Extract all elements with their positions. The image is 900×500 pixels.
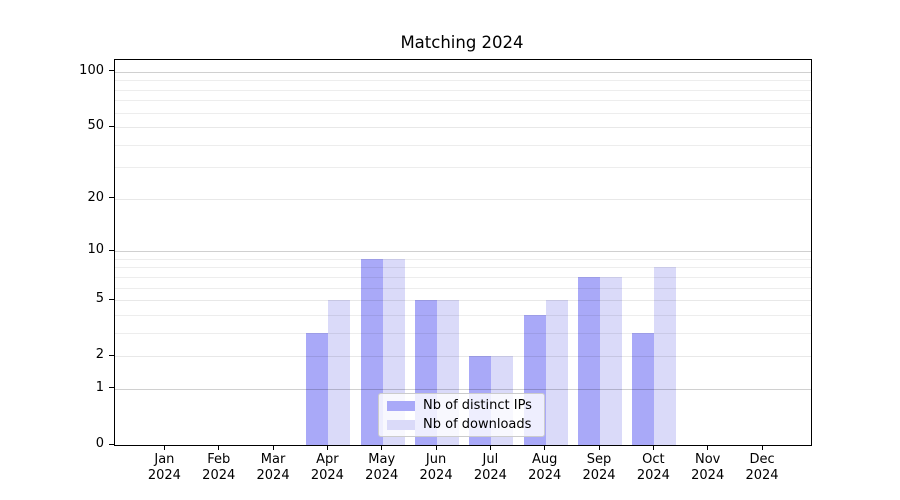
gridline: [115, 300, 811, 302]
gridline: [115, 100, 811, 102]
y-tick-mark: [109, 197, 114, 199]
gridline: [115, 251, 811, 253]
legend-label-downloads: Nb of downloads: [423, 417, 532, 432]
y-tick-mark: [109, 443, 114, 445]
bar-downloads: [545, 300, 568, 445]
legend: Nb of distinct IPs Nb of downloads: [378, 393, 545, 437]
x-tick-mark: [761, 445, 763, 450]
y-tick-mark: [109, 354, 114, 356]
gridline: [115, 287, 811, 289]
gridline: [115, 267, 811, 269]
x-tick-label: Aug 2024: [528, 452, 562, 483]
y-tick-mark: [109, 387, 114, 389]
y-tick-mark: [109, 298, 114, 300]
gridline: [115, 71, 811, 73]
x-tick-label: Nov 2024: [691, 452, 725, 483]
x-tick-mark: [381, 445, 383, 450]
gridline: [115, 388, 811, 390]
gridline: [115, 89, 811, 91]
x-tick-label: Mar 2024: [256, 452, 290, 483]
legend-entry-downloads: Nb of downloads: [387, 417, 536, 432]
x-tick-mark: [652, 445, 654, 450]
gridline: [115, 258, 811, 260]
gridline: [115, 356, 811, 358]
y-tick-label: 1: [95, 379, 104, 395]
y-tick-label: 50: [87, 118, 104, 134]
legend-entry-distinct-ips: Nb of distinct IPs: [387, 398, 536, 413]
x-tick-mark: [272, 445, 274, 450]
gridline: [115, 144, 811, 146]
y-tick-mark: [109, 125, 114, 127]
y-tick-label: 0: [95, 436, 104, 451]
gridline: [115, 167, 811, 169]
bar-distinct-ips: [632, 332, 655, 445]
bar-distinct-ips: [306, 332, 329, 445]
chart-title: Matching 2024: [400, 33, 524, 52]
gridline: [115, 198, 811, 200]
bar-distinct-ips: [578, 276, 601, 445]
bar-downloads: [328, 300, 351, 445]
legend-swatch-downloads: [387, 419, 415, 430]
x-tick-mark: [218, 445, 220, 450]
x-tick-label: Dec 2024: [745, 452, 779, 483]
gridline: [115, 80, 811, 82]
plot-area: [114, 59, 812, 446]
gridline: [115, 112, 811, 114]
y-tick-label: 100: [79, 62, 104, 78]
y-tick-label: 10: [87, 242, 104, 258]
y-tick-label: 20: [87, 189, 104, 205]
x-tick-label: Oct 2024: [636, 452, 670, 483]
x-tick-mark: [707, 445, 709, 450]
x-tick-mark: [435, 445, 437, 450]
x-tick-label: Jul 2024: [473, 452, 507, 483]
x-tick-label: Apr 2024: [310, 452, 344, 483]
y-tick-label: 5: [95, 291, 104, 307]
gridline: [115, 332, 811, 334]
legend-swatch-distinct-ips: [387, 400, 415, 411]
gridline: [115, 127, 811, 129]
x-tick-mark: [163, 445, 165, 450]
gridline: [115, 314, 811, 316]
x-tick-label: Feb 2024: [202, 452, 236, 483]
legend-label-distinct-ips: Nb of distinct IPs: [423, 398, 532, 413]
y-tick-mark: [109, 249, 114, 251]
x-tick-label: Jun 2024: [419, 452, 453, 483]
x-tick-mark: [326, 445, 328, 450]
bar-downloads: [600, 276, 623, 445]
x-tick-mark: [489, 445, 491, 450]
y-tick-label: 2: [95, 347, 104, 363]
x-tick-mark: [598, 445, 600, 450]
bar-distinct-ips: [360, 258, 383, 445]
x-tick-label: May 2024: [365, 452, 399, 483]
x-tick-label: Jan 2024: [147, 452, 181, 483]
y-tick-mark: [109, 70, 114, 72]
gridline: [115, 276, 811, 278]
x-tick-label: Sep 2024: [582, 452, 616, 483]
x-tick-mark: [544, 445, 546, 450]
bar-downloads: [654, 267, 677, 445]
